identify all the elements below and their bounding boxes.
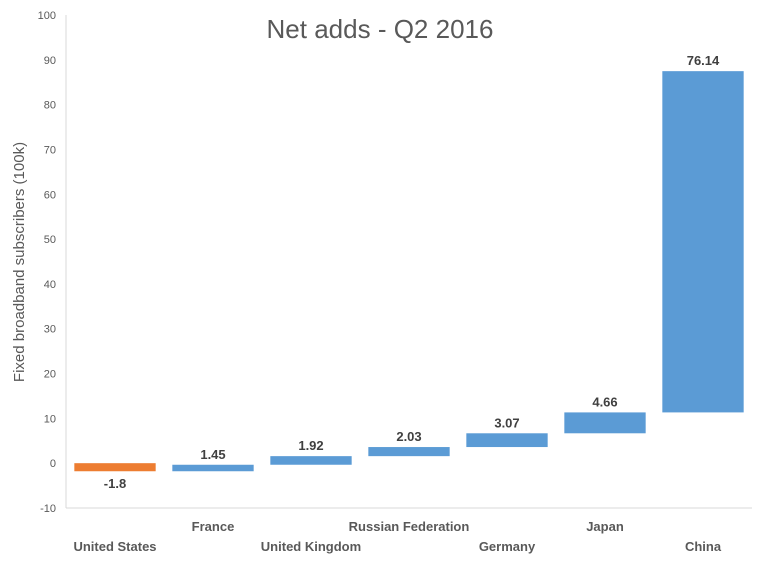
x-tick-label: United Kingdom (261, 539, 361, 554)
y-tick-label: 90 (44, 55, 56, 67)
y-tick-label: 70 (44, 144, 56, 156)
x-tick-label: Russian Federation (349, 519, 470, 534)
y-tick-label: 50 (44, 234, 56, 246)
bar-united-states (74, 463, 156, 472)
data-label: -1.8 (104, 476, 126, 491)
y-tick-label: 10 (44, 413, 56, 425)
y-tick-label: 30 (44, 324, 56, 336)
y-tick-label: 0 (50, 458, 56, 470)
x-tick-label: United States (73, 539, 156, 554)
data-label: 3.07 (494, 415, 519, 430)
bar-france (172, 464, 254, 472)
data-label: 4.66 (592, 394, 617, 409)
data-label: 1.45 (200, 447, 225, 462)
x-tick-label: Japan (586, 519, 624, 534)
y-tick-label: -10 (40, 503, 56, 515)
y-tick-label: 100 (38, 10, 56, 22)
bar-japan (564, 412, 646, 434)
y-tick-label: 40 (44, 279, 56, 291)
bar-germany (466, 433, 548, 448)
bar-united-kingdom (270, 456, 352, 465)
y-axis-label: Fixed broadband subscribers (100k) (11, 142, 28, 382)
data-label: 1.92 (298, 438, 323, 453)
chart-title: Net adds - Q2 2016 (267, 14, 494, 44)
x-tick-label: Germany (479, 539, 536, 554)
x-tick-label: China (685, 539, 722, 554)
x-tick-label: France (192, 519, 235, 534)
y-tick-label: 60 (44, 189, 56, 201)
y-tick-label: 20 (44, 369, 56, 381)
bar-china (662, 71, 744, 413)
bar-russian-federation (368, 447, 450, 457)
data-label: 2.03 (396, 429, 421, 444)
y-tick-label: 80 (44, 100, 56, 112)
data-label: 76.14 (687, 53, 720, 68)
